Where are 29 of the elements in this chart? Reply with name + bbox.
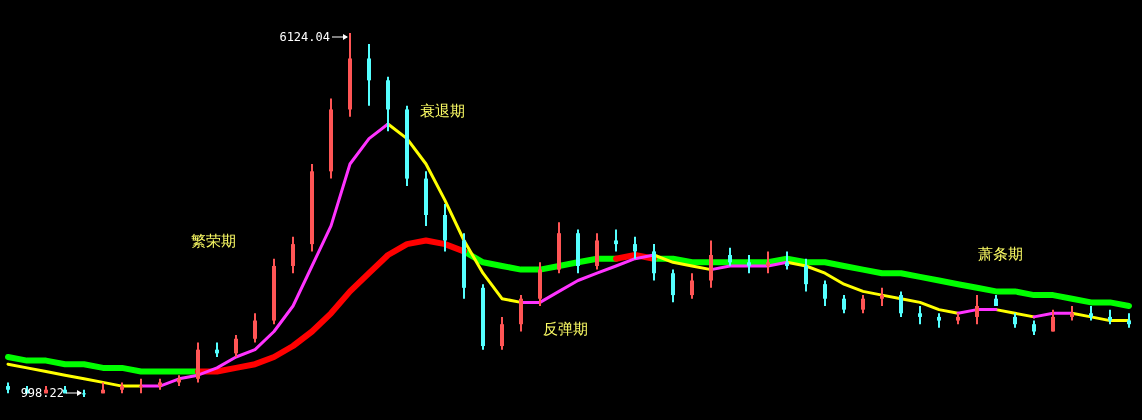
candlestick	[139, 377, 143, 395]
candlestick	[785, 250, 789, 271]
candlestick	[918, 305, 922, 326]
candlestick	[614, 228, 618, 253]
candlestick	[652, 243, 656, 282]
candlestick	[804, 257, 808, 293]
candlestick	[975, 294, 979, 326]
candlestick	[367, 42, 371, 107]
candlestick	[728, 246, 732, 267]
candlestick	[899, 290, 903, 318]
candlestick	[861, 294, 865, 315]
candlestick	[253, 312, 257, 344]
candlestick	[823, 279, 827, 307]
candlestick	[747, 254, 751, 275]
candlestick	[842, 294, 846, 315]
annotation: 6124.04	[279, 30, 330, 44]
annotation: 萧条期	[977, 245, 1023, 263]
candlestick	[880, 286, 884, 307]
annotation: 繁荣期	[190, 232, 236, 250]
candlestick	[766, 250, 770, 275]
candlestick	[234, 334, 238, 358]
candlestick	[690, 272, 694, 300]
candlestick	[633, 235, 637, 260]
annotation: 998.22	[20, 386, 64, 400]
candlestick	[671, 268, 675, 304]
candlestick	[500, 315, 504, 351]
annotation: 反弹期	[542, 320, 588, 338]
annotation: 衰退期	[419, 102, 465, 120]
candlestick	[291, 235, 295, 275]
